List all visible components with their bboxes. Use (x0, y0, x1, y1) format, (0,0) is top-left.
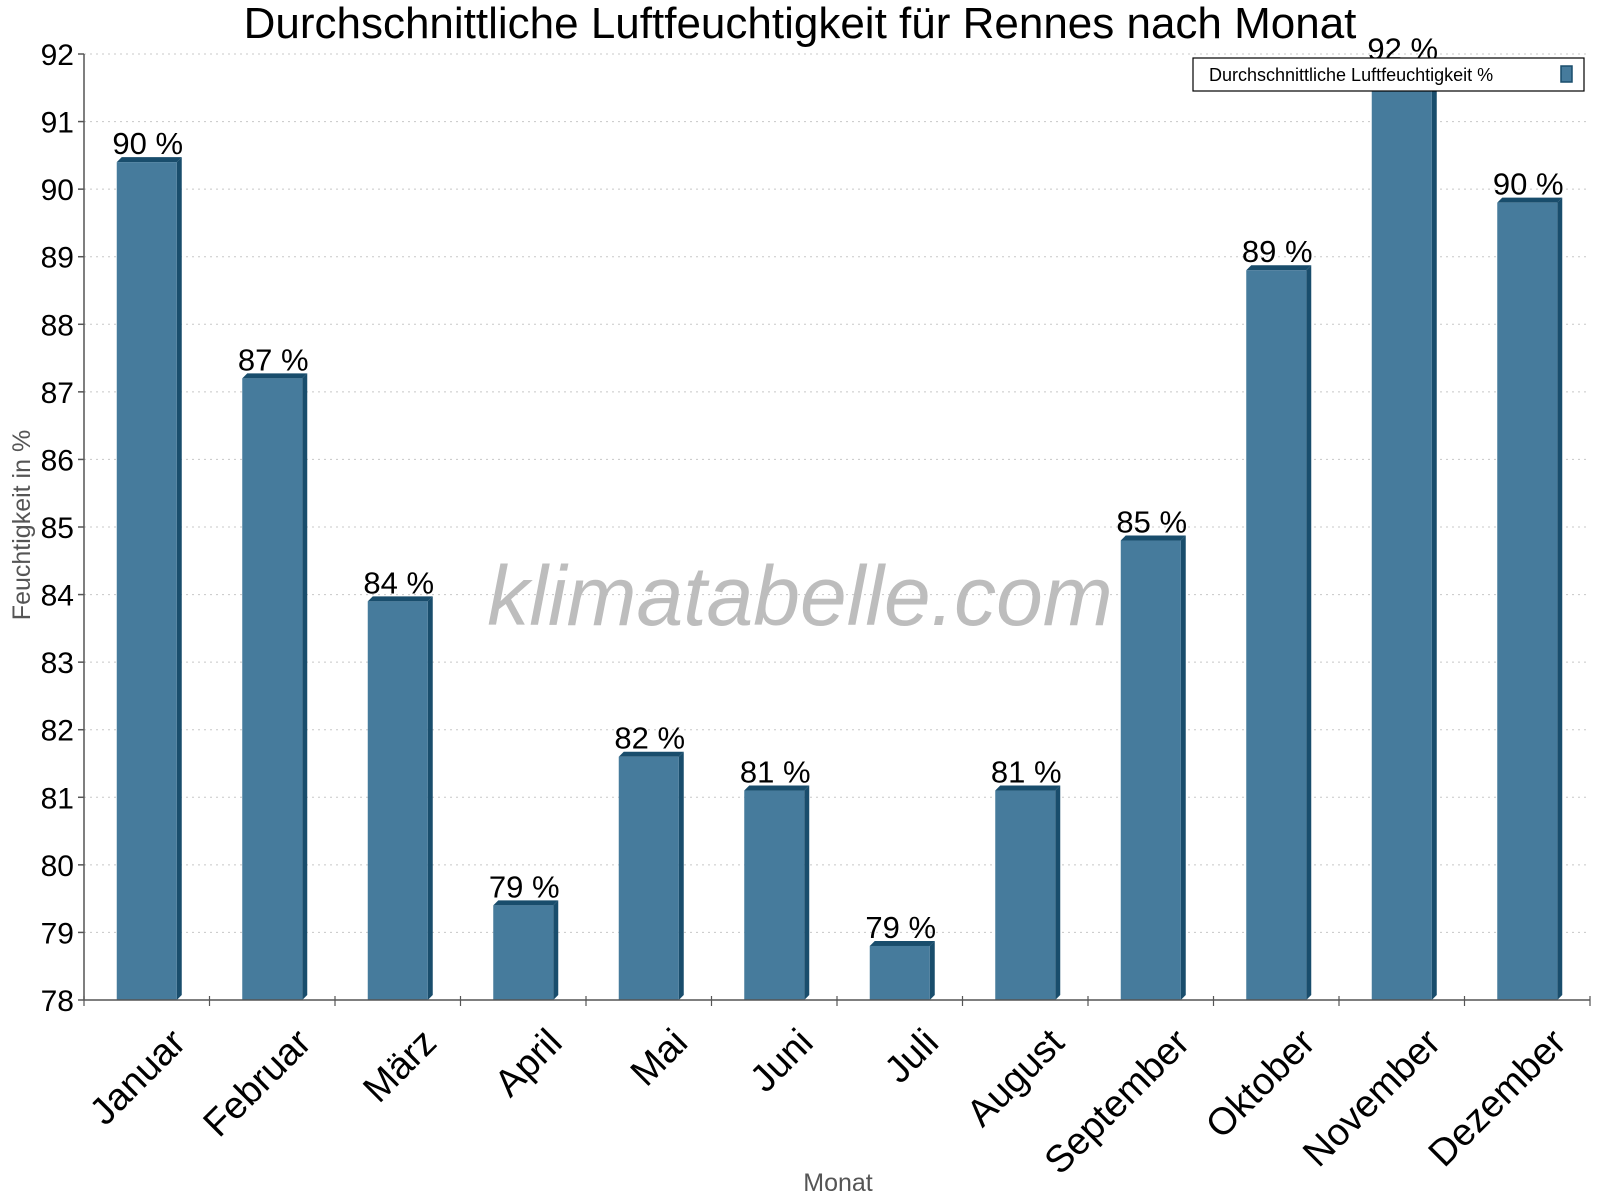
y-tick-label: 83 (41, 647, 74, 680)
x-tick-label: Juli (877, 1021, 947, 1091)
data-label: 85 % (1116, 505, 1187, 540)
bar-side (678, 751, 684, 1000)
bar-group: 87 % (238, 342, 309, 1000)
bar-group: 85 % (1116, 505, 1187, 1000)
y-tick-label: 81 (41, 782, 74, 815)
data-label: 79 % (489, 869, 560, 904)
bar-top (1120, 535, 1186, 541)
bar (116, 162, 177, 1001)
y-tick-label: 90 (41, 174, 74, 207)
legend-box (1192, 57, 1585, 92)
x-tick-labels: Januar Februar März April Mai Juni Juli AugustS… (82, 1021, 1575, 1182)
bar-top (242, 373, 308, 379)
bar-side (929, 940, 935, 1000)
data-label: 82 % (614, 721, 685, 756)
y-axis-label: Feuchtigkeit in % (8, 430, 36, 620)
bar-group: 90 % (1493, 167, 1564, 1000)
y-tick-label: 82 (41, 715, 74, 748)
bar (1497, 202, 1558, 1000)
bar-top (367, 596, 433, 602)
bar-top (116, 157, 182, 163)
bar-side (176, 157, 182, 1001)
bar (1120, 540, 1181, 1000)
bar (618, 756, 679, 1000)
bar-side (553, 900, 559, 1000)
data-label: 81 % (991, 755, 1062, 790)
data-label: 79 % (865, 910, 936, 945)
watermark: klimatabelle.com (487, 549, 1113, 643)
y-tick-label: 89 (41, 242, 74, 275)
bar-side (1055, 785, 1061, 1000)
bar-side (1306, 265, 1312, 1000)
y-tick-labels: 78 79 80 81 82 83 84 85 86 87 88 89 90 91 92 (41, 39, 74, 1018)
bar (869, 945, 930, 1000)
bar-side (427, 596, 433, 1000)
bar-group: 81 % (991, 755, 1062, 1000)
bar (242, 378, 303, 1000)
y-tick-label: 87 (41, 377, 74, 410)
bar-top (744, 785, 810, 791)
bar-group: 92 % (1367, 32, 1438, 1001)
bar-side (1180, 535, 1186, 1000)
bar-top (493, 900, 559, 906)
bar-group: 79 % (489, 869, 560, 1000)
y-tick-label: 85 (41, 512, 74, 545)
bar-side (804, 785, 810, 1000)
bar (367, 601, 428, 1000)
bar (744, 790, 805, 1000)
bar-side (1431, 62, 1437, 1001)
data-label: 90 % (112, 126, 183, 161)
data-label: 89 % (1242, 234, 1313, 269)
y-tick-label: 92 (41, 39, 74, 72)
x-tick-label: Oktober (1198, 1021, 1324, 1147)
grid-lines (84, 53, 1590, 933)
chart-title: Durchschnittliche Luftfeuchtigkeit für R… (244, 0, 1357, 48)
bar-top (618, 751, 684, 757)
y-tick-label: 86 (41, 444, 74, 477)
data-label: 81 % (740, 755, 811, 790)
data-label: 87 % (238, 342, 309, 377)
bar (1246, 270, 1307, 1000)
bar (493, 905, 554, 1000)
legend-label: Durchschnittliche Luftfeuchtigkeit % (1209, 65, 1493, 85)
x-tick-label: Januar (82, 1021, 194, 1133)
x-axis-label: Monat (803, 1169, 873, 1197)
bar (1371, 67, 1432, 1000)
y-tick-label: 88 (41, 309, 74, 342)
bar-group: 82 % (614, 721, 685, 1000)
y-tick-label: 79 (41, 917, 74, 950)
x-tick-label: August (959, 1021, 1073, 1135)
x-tick-label: Dezember (1421, 1021, 1575, 1175)
bar-group: 79 % (865, 910, 936, 1000)
bar-group: 90 % (112, 126, 183, 1001)
axes-group (78, 53, 1591, 1006)
bar-top (995, 785, 1061, 791)
bar-group: 84 % (363, 565, 434, 1000)
x-tick-label: März (356, 1021, 445, 1110)
bar-side (302, 373, 308, 1000)
bar-top (1246, 265, 1312, 271)
data-label: 90 % (1493, 167, 1564, 202)
bar-top (1497, 197, 1563, 203)
bar (995, 790, 1056, 1000)
bar-group: 81 % (740, 755, 811, 1000)
data-label: 84 % (363, 565, 434, 600)
bars-group: 90 % 87 % 84 % 79 % 82 % 81 % 79 % 81 % 85 % 89 %… (112, 32, 1564, 1001)
legend-swatch (1560, 65, 1573, 83)
x-tick-label: Februar (196, 1021, 320, 1145)
bar-side (1557, 197, 1563, 1000)
legend: Durchschnittliche Luftfeuchtigkeit % (1192, 57, 1585, 92)
x-tick-label: April (487, 1021, 570, 1104)
x-tick-label: Juni (742, 1021, 821, 1100)
bar-group: 89 % (1242, 234, 1313, 1000)
y-tick-label: 91 (41, 107, 74, 140)
bar-top (869, 940, 935, 946)
y-tick-label: 84 (41, 580, 74, 613)
y-tick-label: 78 (41, 985, 74, 1018)
x-tick-label: Mai (623, 1021, 696, 1094)
y-tick-label: 80 (41, 850, 74, 883)
